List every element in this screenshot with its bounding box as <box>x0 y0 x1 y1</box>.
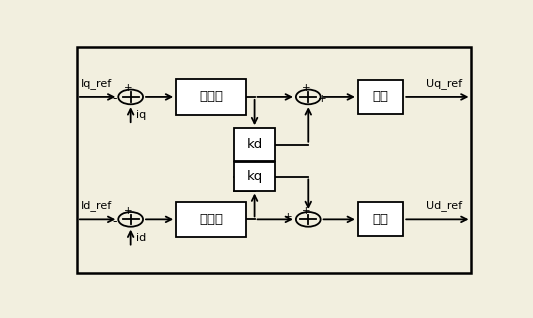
Text: 调节器: 调节器 <box>199 90 223 103</box>
Text: +: + <box>284 212 293 222</box>
Text: Iq_ref: Iq_ref <box>81 78 112 89</box>
Text: kq: kq <box>246 170 263 183</box>
Text: -: - <box>112 215 117 228</box>
Text: +: + <box>124 206 133 216</box>
Text: 限幅: 限幅 <box>373 213 389 226</box>
Text: +: + <box>124 83 133 93</box>
Text: id: id <box>135 233 146 243</box>
Text: Id_ref: Id_ref <box>81 200 112 211</box>
Text: Ud_ref: Ud_ref <box>426 200 462 211</box>
Bar <box>234 162 275 190</box>
Text: kd: kd <box>246 138 263 151</box>
Text: -: - <box>112 93 117 105</box>
Bar <box>176 79 246 115</box>
Bar <box>358 80 403 114</box>
Text: +: + <box>302 206 311 216</box>
Bar <box>176 202 246 237</box>
Bar <box>234 128 275 161</box>
Text: +: + <box>318 94 327 104</box>
Bar <box>358 202 403 237</box>
Text: Uq_ref: Uq_ref <box>426 78 462 89</box>
Text: +: + <box>302 83 311 93</box>
Text: 限幅: 限幅 <box>373 90 389 103</box>
Text: 调节器: 调节器 <box>199 213 223 226</box>
Text: iq: iq <box>135 110 146 120</box>
